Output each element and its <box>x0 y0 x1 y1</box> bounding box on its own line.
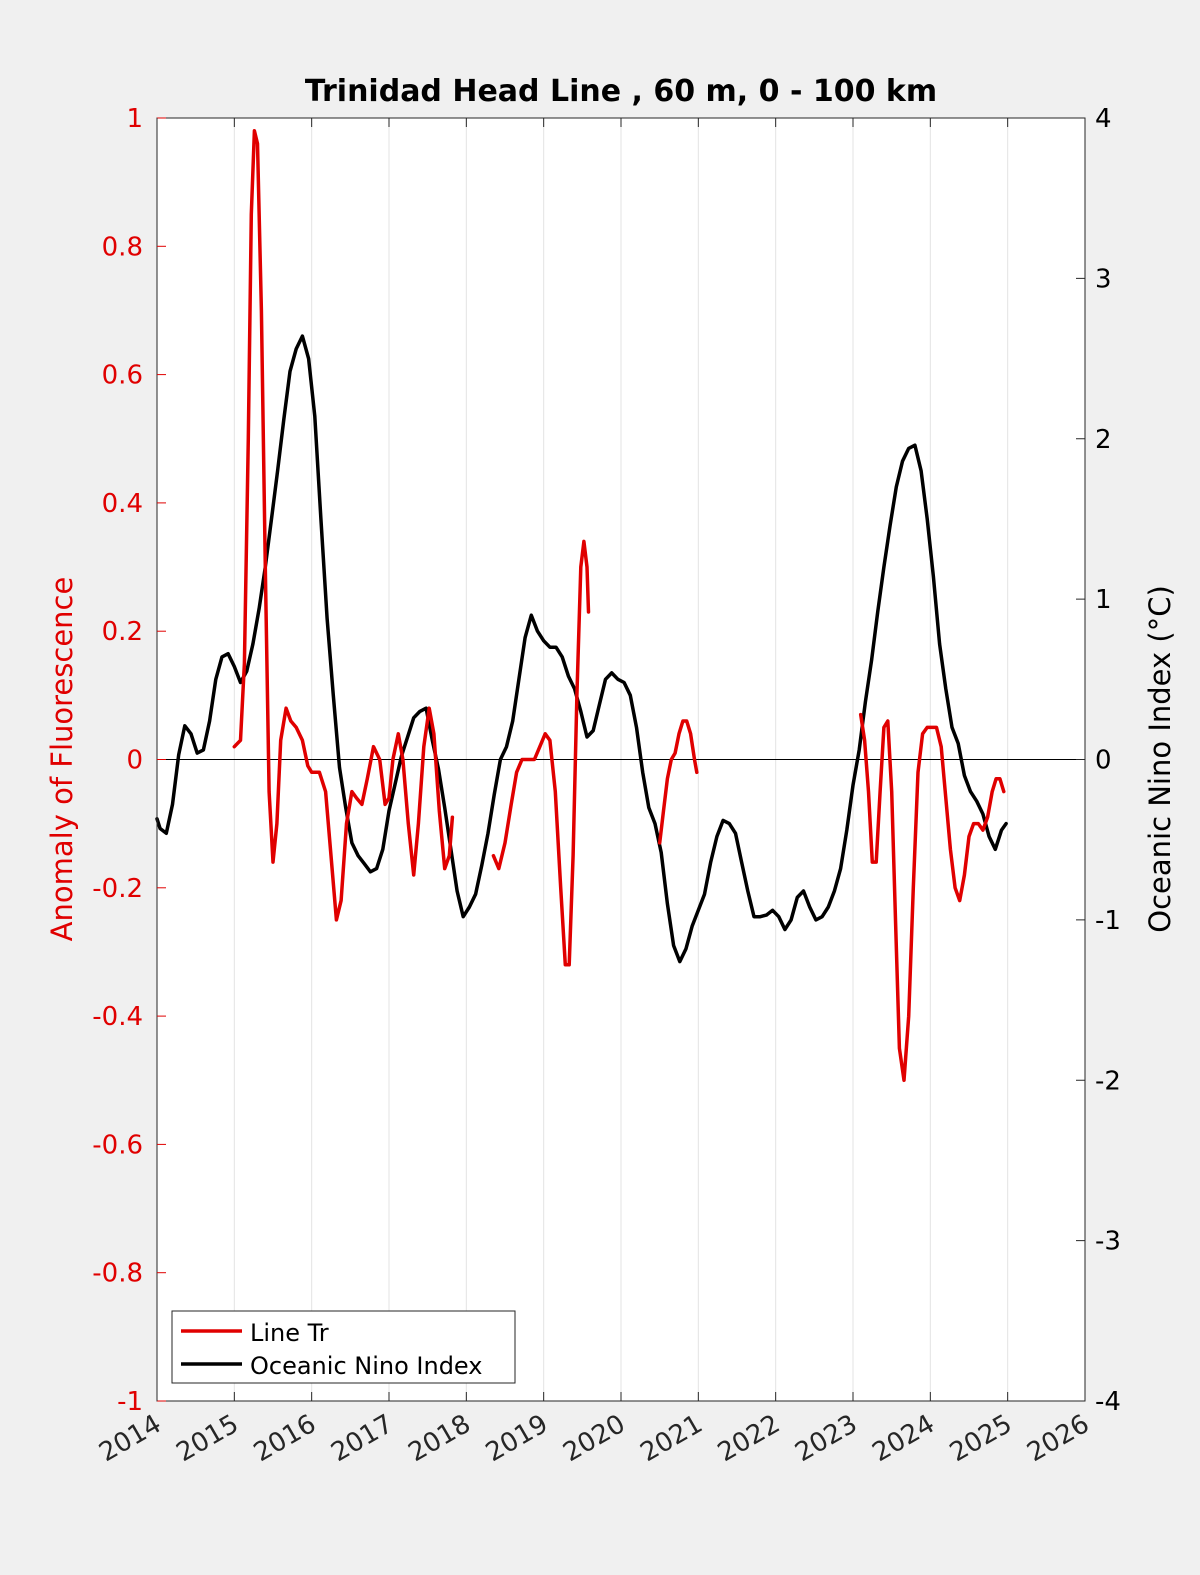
right-tick-label: 2 <box>1095 425 1112 455</box>
right-tick-label: -3 <box>1095 1227 1121 1257</box>
right-tick-label: 3 <box>1095 264 1112 294</box>
x-tick-label: 2025 <box>945 1409 1017 1468</box>
series-layer <box>155 129 1008 1083</box>
left-tick-label: -0.2 <box>92 874 143 904</box>
left-tick-label: 0.6 <box>102 361 143 391</box>
right-tick-label: -2 <box>1095 1066 1121 1096</box>
left-tick-label: -1 <box>117 1387 143 1417</box>
left-tick-label: 0.8 <box>102 232 143 262</box>
right-axis-label: Oceanic Nino Index (°C) <box>1143 585 1177 933</box>
left-tick-label: 1 <box>126 104 143 134</box>
right-tick-label: 4 <box>1095 104 1112 134</box>
line-tr-series-segment <box>657 719 699 845</box>
oni-series-line <box>155 334 1008 964</box>
x-tick-label: 2017 <box>326 1409 398 1468</box>
x-tick-label: 2023 <box>790 1409 862 1468</box>
right-tick-label: 0 <box>1095 746 1112 776</box>
legend-label-oni: Oceanic Nino Index <box>250 1352 482 1380</box>
left-tick-label: -0.6 <box>92 1130 143 1160</box>
x-tick-label: 2024 <box>868 1409 940 1468</box>
x-tick-label: 2019 <box>481 1409 553 1468</box>
left-tick-label: 0.4 <box>102 489 143 519</box>
legend-box <box>171 1310 516 1384</box>
right-axis: -4 -3 -2 -1 0 1 2 3 4 <box>1076 104 1121 1417</box>
left-tick-label: -0.4 <box>92 1002 143 1032</box>
right-tick-label: -4 <box>1095 1387 1121 1417</box>
line-tr-series-segment <box>232 129 455 922</box>
x-tick-label: 2022 <box>713 1409 785 1468</box>
x-tick-label: 2021 <box>636 1409 708 1468</box>
x-tick-label: 2018 <box>404 1409 476 1468</box>
right-tick-label: 1 <box>1095 585 1112 615</box>
line-tr-series-segment <box>491 539 591 967</box>
left-tick-label: 0 <box>126 746 143 776</box>
left-axis: -1 -0.8 -0.6 -0.4 -0.2 0 0.2 0.4 0.6 0.8 1 <box>92 104 166 1417</box>
x-tick-label: 2026 <box>1022 1409 1094 1468</box>
x-tick-label: 2016 <box>249 1409 321 1468</box>
line-tr-series-segment <box>858 712 1006 1083</box>
legend: Line Tr Oceanic Nino Index <box>171 1310 516 1384</box>
left-tick-label: 0.2 <box>102 617 143 647</box>
legend-label-line-tr: Line Tr <box>250 1319 329 1347</box>
x-tick-label: 2015 <box>172 1409 244 1468</box>
right-tick-label: -1 <box>1095 906 1121 936</box>
left-axis-label: Anomaly of Fluorescence <box>45 577 79 942</box>
chart-title: Trinidad Head Line , 60 m, 0 - 100 km <box>305 74 937 109</box>
x-tick-label: 2014 <box>94 1409 166 1468</box>
x-tick-label: 2020 <box>558 1409 630 1468</box>
left-tick-label: -0.8 <box>92 1259 143 1289</box>
